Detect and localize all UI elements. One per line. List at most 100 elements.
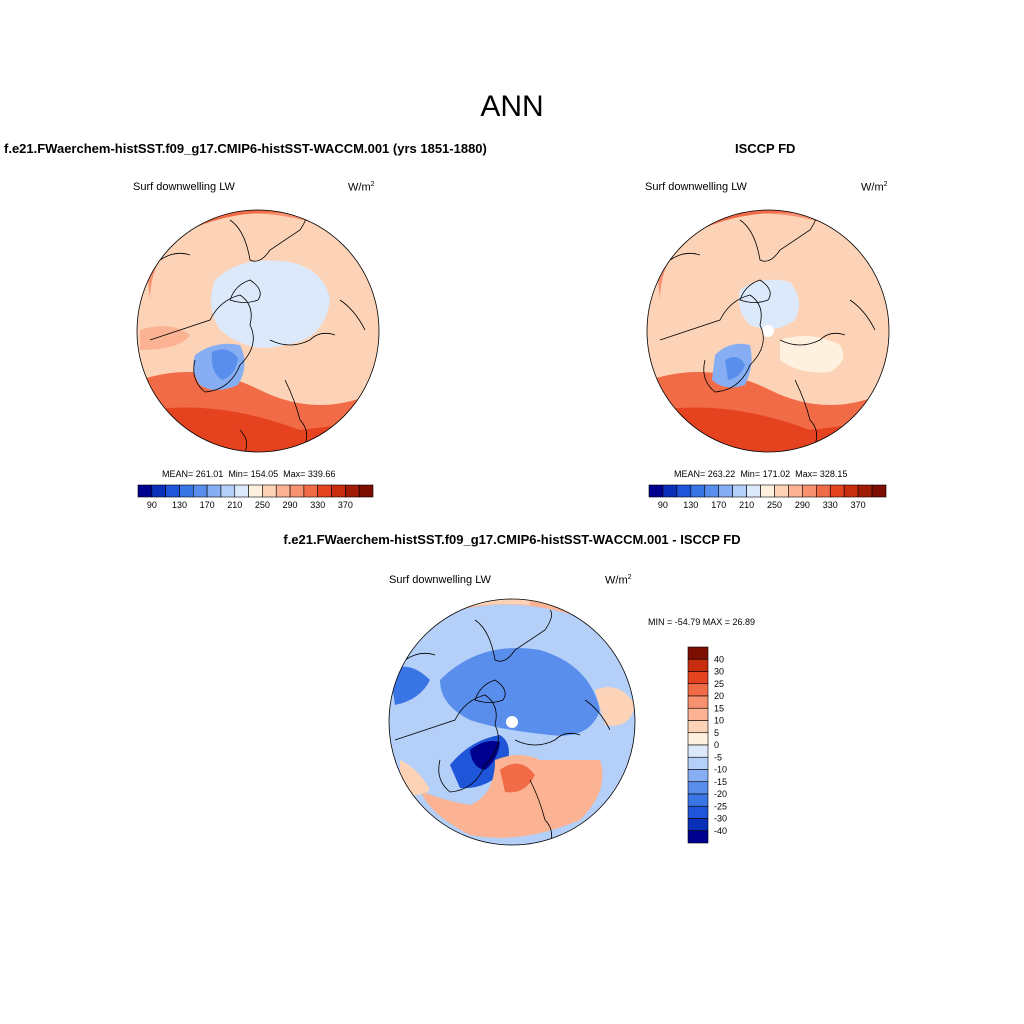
- diff-colorbar-tick-label: -5: [714, 752, 722, 762]
- diff-colorbar-tick-label: 5: [714, 728, 719, 738]
- panel-2-min: Min= 171.02: [740, 469, 791, 479]
- panel-2-colorbar-tick-label: 250: [767, 500, 782, 510]
- diff-colorbar-swatch: [687, 695, 709, 709]
- panel-2-colorbar-swatch: [690, 484, 706, 498]
- panel-1-colorbar-swatch: [358, 484, 374, 498]
- diff-colorbar-swatch: [687, 818, 709, 832]
- diff-colorbar-tick-label: -15: [714, 777, 727, 787]
- panel-1-colorbar-swatch: [248, 484, 263, 498]
- panel-2-colorbar: 90 130 170 210 250 290 330 370: [648, 484, 887, 510]
- diff-colorbar-tick-label: -20: [714, 789, 727, 799]
- diff-map: [388, 598, 636, 846]
- panel-2-map: [646, 209, 890, 453]
- diff-colorbar: 40 30 25 20 15 10 5 0 -5 -10 -15 -20 -25 -30 -40: [687, 646, 727, 844]
- diff-colorbar-swatch: [687, 720, 709, 734]
- panel-1-variable-label: Surf downwelling LW: [133, 181, 235, 193]
- panel-1-colorbar-swatch: [206, 484, 222, 498]
- diff-colorbar-swatch: [687, 769, 709, 783]
- panel-1-colorbar-swatch: [331, 484, 346, 498]
- panel-1-colorbar-swatch: [303, 484, 319, 498]
- panel-2-colorbar-swatch: [788, 484, 803, 498]
- panel-2-colorbar-tick-label: 290: [795, 500, 810, 510]
- panel-2-title: ISCCP FD: [735, 141, 796, 156]
- panel-1-colorbar-swatch: [151, 484, 166, 498]
- panel-1-colorbar-swatch: [234, 484, 249, 498]
- panel-2-colorbar-swatch: [648, 484, 664, 498]
- panel-1-colorbar-tick-label: 290: [283, 500, 298, 510]
- diff-colorbar-tick-label: 0: [714, 740, 719, 750]
- panel-2-colorbar-tick-label: 170: [711, 500, 726, 510]
- diff-colorbar-swatch: [687, 671, 709, 685]
- diff-colorbar-swatch: [687, 683, 709, 697]
- panel-2-colorbar-swatch: [843, 484, 859, 498]
- panel-1-colorbar-swatch: [179, 484, 194, 498]
- diff-colorbar-swatch: [687, 830, 709, 844]
- figure-title: ANN: [480, 90, 544, 123]
- diff-colorbar-swatch: [687, 793, 709, 807]
- panel-2-colorbar-swatch: [815, 484, 831, 498]
- panel-1-title: f.e21.FWaerchem-histSST.f09_g17.CMIP6-hi…: [4, 141, 487, 156]
- panel-2-colorbar-swatch: [718, 484, 733, 498]
- panel-1-mean: MEAN= 261.01: [162, 469, 224, 479]
- panel-1-colorbar-swatch: [262, 484, 277, 498]
- diff-colorbar-swatch: [687, 805, 709, 819]
- panel-1-colorbar-swatch: [275, 484, 291, 498]
- panel-2-colorbar-swatch: [662, 484, 678, 498]
- diff-colorbar-tick-label: -25: [714, 801, 727, 811]
- panel-1-colorbar-tick-label: 210: [227, 500, 242, 510]
- panel-1-colorbar-tick-label: 370: [338, 500, 353, 510]
- diff-colorbar-swatch: [687, 744, 709, 758]
- panel-1-colorbar-swatch: [345, 484, 360, 498]
- panel-1-units: W/m2: [348, 181, 375, 194]
- diff-colorbar-swatch: [687, 732, 709, 746]
- diff-colorbar-swatch: [687, 658, 709, 672]
- diff-colorbar-swatch: [687, 756, 709, 770]
- panel-2-colorbar-swatch: [732, 484, 747, 498]
- panel-1-colorbar-swatch: [165, 484, 180, 498]
- panel-1-colorbar-swatch: [289, 484, 305, 498]
- diff-panel-title: f.e21.FWaerchem-histSST.f09_g17.CMIP6-hi…: [283, 532, 741, 547]
- panel-1-colorbar-tick-label: 130: [172, 500, 187, 510]
- diff-colorbar-tick-label: -10: [714, 765, 727, 775]
- panel-2-colorbar-tick-label: 210: [739, 500, 754, 510]
- panel-2-colorbar-swatch: [676, 484, 692, 498]
- panel-1-stats: MEAN= 261.01 Min= 154.05 Max= 339.66: [162, 469, 335, 479]
- panel-1-map: [136, 209, 380, 453]
- panel-2-colorbar-swatch: [802, 484, 817, 498]
- panel-2-colorbar-tick-label: 370: [851, 500, 866, 510]
- panel-1-colorbar-swatch: [192, 484, 208, 498]
- panel-1-colorbar-swatch: [220, 484, 236, 498]
- panel-1-colorbar-tick-label: 90: [147, 500, 157, 510]
- panel-2-colorbar-swatch: [774, 484, 789, 498]
- diff-colorbar-tick-label: -40: [714, 826, 727, 836]
- panel-1-colorbar-swatch: [137, 484, 153, 498]
- diff-colorbar-tick-label: -30: [714, 814, 727, 824]
- panel-2-colorbar-swatch: [760, 484, 775, 498]
- panel-2-colorbar-tick-label: 330: [823, 500, 838, 510]
- diff-variable-label: Surf downwelling LW: [389, 574, 491, 586]
- panel-1-colorbar-tick-label: 330: [310, 500, 325, 510]
- panel-2-mean: MEAN= 263.22: [674, 469, 736, 479]
- diff-colorbar-tick-label: 40: [714, 654, 724, 664]
- diff-colorbar-tick-label: 30: [714, 667, 724, 677]
- diff-colorbar-tick-label: 20: [714, 691, 724, 701]
- panel-1-colorbar-tick-label: 170: [200, 500, 215, 510]
- panel-2-max: Max= 328.15: [795, 469, 848, 479]
- panel-1-colorbar-tick-label: 250: [255, 500, 270, 510]
- diff-colorbar-tick-label: 15: [714, 703, 724, 713]
- diff-colorbar-swatch: [687, 781, 709, 795]
- panel-2-colorbar-swatch: [871, 484, 887, 498]
- diff-colorbar-swatch: [687, 646, 709, 660]
- panel-2-colorbar-swatch: [746, 484, 761, 498]
- panel-1-min: Min= 154.05: [228, 469, 279, 479]
- diff-colorbar-swatch: [687, 707, 709, 721]
- panel-2-colorbar-swatch: [829, 484, 845, 498]
- diff-minmax: MIN = -54.79 MAX = 26.89: [648, 617, 756, 627]
- panel-1-colorbar-swatch: [317, 484, 332, 498]
- panel-2-stats: MEAN= 263.22 Min= 171.02 Max= 328.15: [674, 469, 847, 479]
- panel-2-colorbar-swatch: [704, 484, 720, 498]
- panel-2-colorbar-tick-label: 130: [683, 500, 698, 510]
- diff-units: W/m2: [605, 574, 632, 587]
- panel-2-units: W/m2: [861, 181, 888, 194]
